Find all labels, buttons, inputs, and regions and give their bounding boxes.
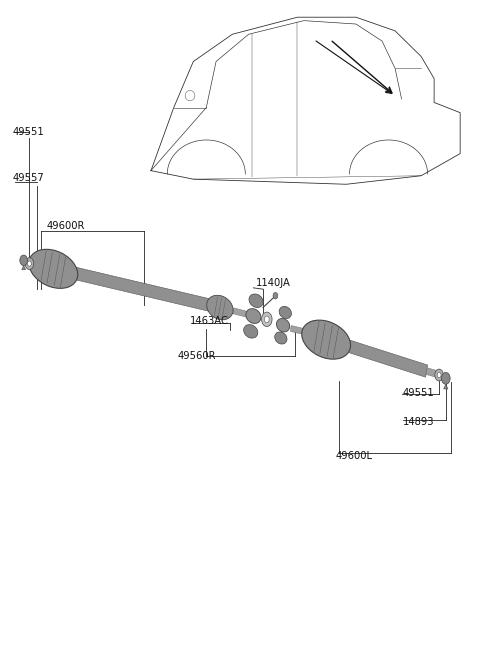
Circle shape [20,255,27,265]
Polygon shape [22,265,25,270]
Text: 49600L: 49600L [336,451,373,461]
Text: 49600R: 49600R [46,221,84,231]
Circle shape [437,373,441,378]
Ellipse shape [279,306,291,319]
Ellipse shape [207,295,233,320]
Text: 14893: 14893 [403,417,434,426]
Text: 49551: 49551 [403,388,434,397]
Polygon shape [337,337,428,377]
Ellipse shape [249,294,263,307]
Circle shape [442,373,450,384]
Text: 1140JA: 1140JA [256,278,291,288]
Text: 49560R: 49560R [178,351,216,361]
Circle shape [25,258,34,269]
Ellipse shape [276,319,290,332]
Polygon shape [30,261,42,270]
Text: 49557: 49557 [12,173,45,183]
Text: 1463AC: 1463AC [190,315,228,326]
Text: 49551: 49551 [12,127,45,137]
Circle shape [262,312,272,327]
Polygon shape [444,384,448,389]
Circle shape [264,316,269,323]
Polygon shape [233,308,249,318]
Circle shape [27,261,31,266]
Ellipse shape [246,309,261,323]
Polygon shape [426,368,439,378]
Ellipse shape [275,332,287,344]
Ellipse shape [244,325,258,338]
Polygon shape [290,326,302,334]
Ellipse shape [29,249,78,288]
Circle shape [435,369,444,381]
Ellipse shape [302,320,350,359]
Circle shape [273,292,278,299]
Polygon shape [74,267,221,313]
Ellipse shape [185,91,195,101]
